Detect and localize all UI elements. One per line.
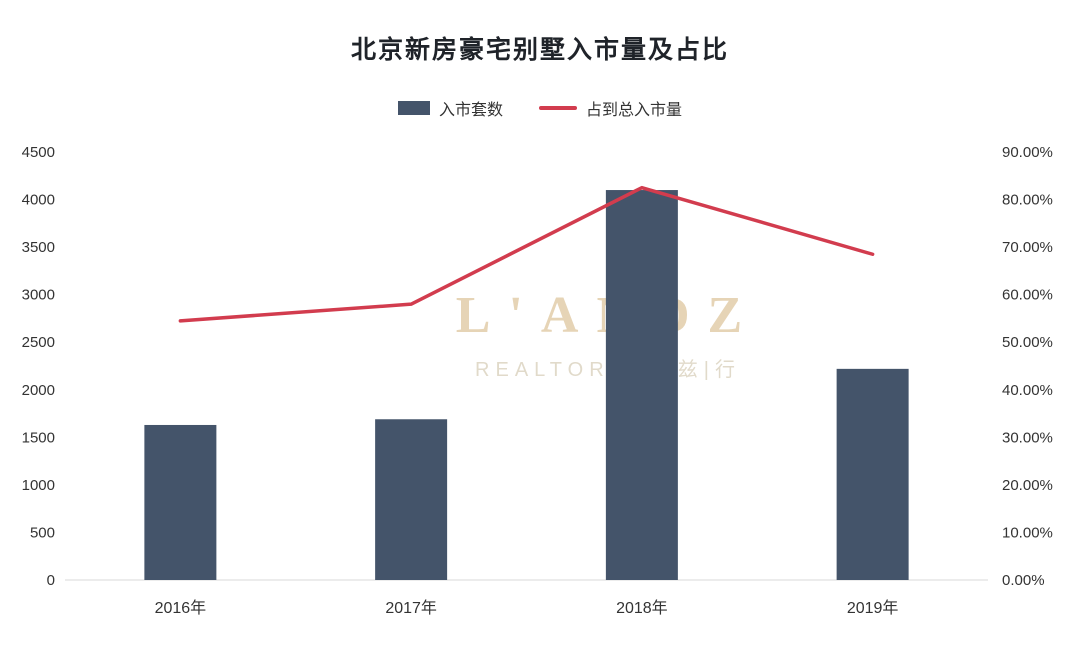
right-axis-tick: 20.00% <box>1002 477 1053 494</box>
left-axis-tick: 1500 <box>22 429 55 446</box>
bar-2019年 <box>836 368 909 580</box>
x-axis-label: 2017年 <box>385 599 437 617</box>
left-axis-tick: 4500 <box>22 144 55 161</box>
legend-label-line: 占到总入市量 <box>586 102 683 119</box>
right-axis-tick: 50.00% <box>1002 334 1053 351</box>
right-axis-tick: 10.00% <box>1002 524 1053 541</box>
right-axis-tick: 80.00% <box>1002 192 1053 209</box>
x-axis-label: 2018年 <box>616 599 668 617</box>
bar-2018年 <box>605 190 678 581</box>
left-axis-tick: 3000 <box>22 287 55 304</box>
left-axis-tick: 2000 <box>22 382 55 399</box>
right-axis-tick: 60.00% <box>1002 287 1053 304</box>
legend-item-line: 占到总入市量 <box>539 96 682 120</box>
left-axis-tick: 500 <box>30 524 55 541</box>
left-axis-tick: 4000 <box>22 192 55 209</box>
line-swatch-icon <box>539 106 577 110</box>
legend-item-bar: 入市套数 <box>397 96 503 120</box>
chart-legend: 入市套数 占到总入市量 <box>0 96 1080 120</box>
right-axis-tick: 70.00% <box>1002 239 1053 256</box>
bar-2017年 <box>375 419 448 580</box>
right-axis-tick: 90.00% <box>1002 144 1053 161</box>
percentage-line <box>178 185 875 323</box>
left-axis-tick: 3500 <box>22 239 55 256</box>
right-axis-tick: 0.00% <box>1002 572 1045 589</box>
left-axis-tick: 2500 <box>22 334 55 351</box>
legend-label-bar: 入市套数 <box>438 102 503 119</box>
bar-2016年 <box>144 424 217 580</box>
left-axis-tick: 0 <box>47 572 55 589</box>
x-axis-label: 2016年 <box>155 599 207 617</box>
left-axis-tick: 1000 <box>22 477 55 494</box>
bar-swatch-icon <box>397 101 430 115</box>
right-axis-tick: 30.00% <box>1002 429 1053 446</box>
x-axis-label: 2019年 <box>847 599 899 617</box>
right-axis-tick: 40.00% <box>1002 382 1053 399</box>
chart-title: 北京新房豪宅别墅入市量及占比 <box>350 36 729 64</box>
